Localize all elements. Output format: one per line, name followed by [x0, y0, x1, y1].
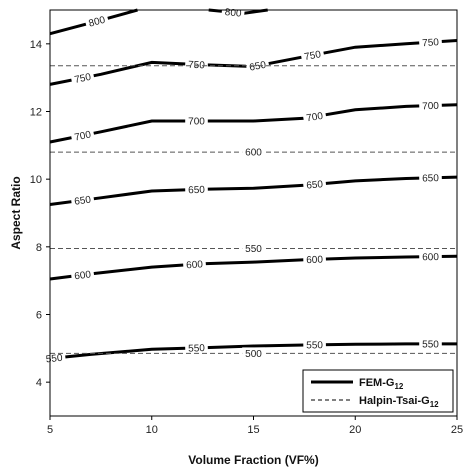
contour-label-550: 550: [306, 340, 323, 351]
contour-label-bg: [185, 183, 208, 196]
contour-label-600: 600: [422, 252, 439, 263]
x-tick-label: 20: [349, 424, 361, 436]
contour-label-750: 750: [74, 72, 93, 86]
contour-label-bg: [84, 12, 110, 30]
contour-label-bg: [70, 267, 95, 283]
contour-label-bg: [42, 351, 66, 366]
x-axis-title: Volume Fraction (VF%): [188, 453, 318, 467]
contour-label-700: 700: [422, 101, 439, 113]
series-halpin-500: 500: [50, 347, 457, 360]
x-axis-ticks: 5 10 15 20 25: [47, 416, 463, 436]
contour-label-bg: [302, 108, 327, 125]
fem-contour-line-600: [49, 254, 458, 281]
contour-label-bg: [242, 347, 265, 360]
fem-contour-line-700: [49, 103, 458, 144]
contour-label-bg: [245, 57, 270, 74]
series-fem-800: 800: [49, 8, 138, 36]
contour-label-600: 600: [306, 255, 323, 267]
x-tick-label: 10: [146, 424, 158, 436]
contour-label-700: 700: [306, 111, 325, 125]
contour-label-bg: [418, 35, 443, 49]
contour-label-bg: [303, 253, 327, 266]
contour-label-750: 750: [303, 49, 322, 63]
series-fem-650: 650 650 650 650: [49, 171, 458, 208]
contour-label-bg: [185, 115, 208, 127]
contour-label-bg: [419, 171, 442, 185]
contour-label-bg: [302, 177, 327, 192]
contour-label-650: 650: [188, 185, 205, 197]
y-tick-label: 14: [30, 39, 42, 51]
contour-label-550: 550: [245, 244, 262, 255]
contour-label-bg: [419, 337, 442, 350]
contour-label-bg: [70, 192, 95, 208]
x-tick-label: 25: [451, 424, 463, 436]
series-halpin-550: 550: [50, 242, 457, 255]
contour-label-750: 750: [422, 37, 440, 49]
legend: FEM-G12 Halpin-Tsai-G12: [302, 369, 454, 413]
y-axis-title: Aspect Ratio: [9, 176, 23, 249]
series-fem-550: 550 550 550 550: [42, 337, 457, 366]
contour-label-600: 600: [245, 148, 262, 159]
contour-label-bg: [303, 338, 326, 351]
fem-contour-line-550: [49, 342, 457, 360]
series-halpin-600: 600: [50, 146, 457, 159]
contour-label-800: 800: [224, 7, 242, 20]
contour-label-bg: [242, 242, 265, 255]
contour-label-550: 550: [188, 343, 205, 355]
legend-fem-label: FEM-G12: [359, 377, 404, 391]
contour-label-bg: [419, 250, 442, 263]
y-tick-label: 10: [30, 174, 42, 186]
contour-label-800: 800: [88, 15, 107, 30]
legend-halpin-label: Halpin-Tsai-G12: [359, 395, 439, 409]
contour-label-500: 500: [245, 349, 262, 360]
y-tick-label: 8: [36, 242, 42, 254]
fem-contour-line-650: [49, 175, 458, 206]
contour-label-bg: [300, 47, 325, 64]
contour-label-650: 650: [306, 179, 324, 191]
contour-label-650: 650: [74, 195, 92, 208]
x-tick-label: 15: [247, 424, 259, 436]
contour-label-bg: [184, 57, 209, 72]
contour-label-550: 550: [45, 353, 63, 366]
y-axis-ticks: 4 6 8 10 12 14: [30, 39, 50, 389]
y-tick-label: 6: [36, 310, 42, 322]
contour-label-600: 600: [186, 259, 204, 271]
contour-label-700: 700: [74, 129, 93, 143]
contour-label-bg: [70, 127, 95, 144]
contour-label-650: 650: [249, 60, 268, 74]
contour-label-bg: [182, 257, 207, 272]
contour-label-bg: [221, 5, 245, 20]
contour-label-bg: [185, 341, 208, 355]
y-tick-label: 12: [30, 107, 42, 119]
contour-label-700: 700: [188, 117, 205, 128]
contour-label-bg: [242, 146, 265, 159]
series-fem-600: 600 600 600 600: [49, 250, 458, 283]
y-tick-label: 4: [36, 377, 42, 389]
contour-label-bg: [70, 69, 95, 86]
contour-label-550: 550: [422, 339, 439, 350]
legend-box: [302, 369, 454, 413]
series-fem-700: 700 700 700 700: [49, 99, 458, 144]
contour-label-bg: [419, 99, 442, 112]
x-tick-label: 5: [47, 424, 53, 436]
contour-label-600: 600: [74, 269, 92, 282]
contour-label-650: 650: [422, 173, 439, 184]
